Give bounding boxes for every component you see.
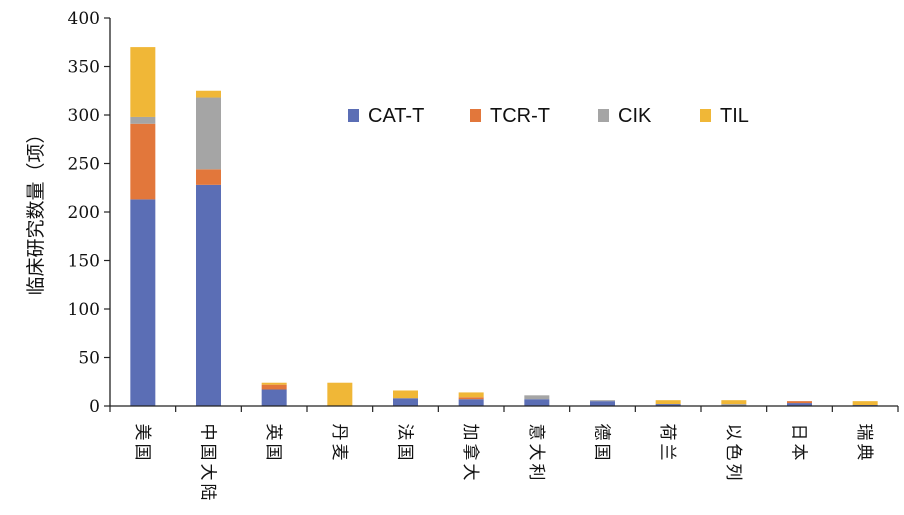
bar-segment-tcr-t bbox=[196, 169, 221, 185]
x-category-char: 典 bbox=[854, 444, 874, 461]
x-category-char: 大 bbox=[460, 464, 480, 481]
x-category-label: 丹麦 bbox=[329, 424, 349, 461]
x-category-char: 中 bbox=[198, 424, 218, 441]
x-category-char: 以 bbox=[723, 424, 743, 441]
y-axis-label: 临床研究数量（项） bbox=[25, 124, 47, 295]
bar-segment-cik bbox=[196, 97, 221, 170]
x-category-char: 麦 bbox=[329, 444, 349, 461]
y-tick-label: 250 bbox=[68, 155, 100, 175]
x-category-char: 大 bbox=[198, 464, 218, 481]
axes-layer: 050100150200250300350400美国中国大陆英国丹麦法国加拿大意… bbox=[68, 9, 899, 501]
bar-segment-cik bbox=[590, 400, 615, 402]
x-category-char: 加 bbox=[460, 424, 480, 441]
x-category-label: 美国 bbox=[132, 424, 152, 461]
bar-segment-tcr-t bbox=[458, 397, 484, 400]
legend-label-til: TIL bbox=[720, 105, 749, 127]
x-category-char: 日 bbox=[789, 424, 809, 441]
bar-segment-cat-t bbox=[261, 389, 287, 406]
x-category-label: 瑞典 bbox=[854, 424, 874, 461]
bar-segment-cat-t bbox=[130, 199, 156, 406]
y-tick-label: 350 bbox=[68, 58, 100, 78]
bar-segment-tcr-t bbox=[787, 401, 812, 404]
legend-swatch-cik bbox=[598, 109, 609, 122]
x-category-char: 列 bbox=[723, 464, 743, 481]
y-tick-label: 400 bbox=[68, 9, 100, 29]
x-category-char: 本 bbox=[789, 444, 809, 461]
bar-segment-til bbox=[261, 382, 287, 385]
legend-label-cat-t: CAT-T bbox=[368, 105, 424, 127]
bar-segment-cat-t bbox=[524, 399, 550, 406]
x-category-char: 兰 bbox=[657, 444, 677, 461]
x-category-label: 以色列 bbox=[723, 424, 743, 481]
bar-segment-cik bbox=[524, 395, 550, 400]
bar-segment-til bbox=[852, 401, 878, 406]
x-category-char: 丹 bbox=[329, 424, 349, 441]
x-category-char: 瑞 bbox=[854, 424, 874, 441]
x-category-char: 大 bbox=[526, 444, 546, 461]
x-category-char: 美 bbox=[132, 424, 152, 441]
x-category-char: 荷 bbox=[657, 424, 677, 441]
legend-swatch-til bbox=[700, 109, 711, 122]
bar-segment-til bbox=[458, 392, 484, 398]
x-category-char: 陆 bbox=[198, 484, 218, 501]
x-category-char: 国 bbox=[592, 444, 612, 461]
bar-segment-tcr-t bbox=[261, 384, 287, 390]
legend-label-tcr-t: TCR-T bbox=[490, 105, 550, 127]
x-category-char: 德 bbox=[592, 424, 612, 441]
bar-segment-cat-t bbox=[458, 399, 484, 406]
x-category-char: 意 bbox=[526, 424, 546, 441]
bar-segment-til bbox=[721, 400, 747, 405]
bar-segment-cat-t bbox=[787, 403, 812, 406]
legend-swatch-tcr-t bbox=[470, 109, 481, 122]
x-category-char: 国 bbox=[263, 444, 283, 461]
legend-swatch-cat-t bbox=[348, 109, 359, 122]
x-category-char: 拿 bbox=[460, 444, 481, 461]
x-category-label: 英国 bbox=[263, 424, 283, 461]
y-tick-label: 100 bbox=[68, 300, 100, 320]
bar-segment-cik bbox=[721, 404, 747, 406]
bar-segment-cat-t bbox=[655, 404, 681, 406]
x-category-label: 加拿大 bbox=[460, 424, 481, 481]
x-category-char: 国 bbox=[198, 444, 218, 461]
bar-segment-til bbox=[196, 90, 221, 98]
y-tick-label: 0 bbox=[89, 397, 100, 417]
bar-segment-til bbox=[130, 47, 156, 117]
x-category-char: 利 bbox=[526, 464, 546, 481]
bar-segment-cat-t bbox=[196, 184, 221, 406]
bar-segment-til bbox=[393, 390, 418, 399]
x-category-label: 德国 bbox=[592, 424, 612, 461]
legend: CAT-T TCR-T CIK TIL bbox=[348, 105, 749, 127]
x-category-char: 英 bbox=[263, 424, 283, 441]
y-tick-label: 300 bbox=[68, 106, 100, 126]
x-category-label: 法国 bbox=[395, 424, 415, 461]
y-tick-label: 50 bbox=[78, 349, 100, 369]
x-category-label: 荷兰 bbox=[657, 424, 677, 461]
legend-label-cik: CIK bbox=[618, 105, 652, 127]
bar-segment-tcr-t bbox=[130, 123, 156, 200]
x-category-label: 意大利 bbox=[526, 424, 546, 481]
x-category-label: 日本 bbox=[789, 424, 809, 461]
bars-layer bbox=[130, 47, 878, 406]
x-category-char: 法 bbox=[395, 424, 415, 441]
y-tick-label: 200 bbox=[68, 203, 100, 223]
x-category-char: 国 bbox=[395, 444, 415, 461]
bar-segment-til bbox=[327, 382, 353, 406]
bar-segment-cat-t bbox=[393, 398, 418, 406]
x-category-char: 色 bbox=[723, 444, 743, 461]
y-tick-label: 150 bbox=[68, 252, 100, 272]
bar-segment-cat-t bbox=[590, 401, 615, 406]
x-category-char: 国 bbox=[132, 444, 152, 461]
bar-segment-cik bbox=[130, 116, 156, 124]
bar-segment-til bbox=[655, 400, 681, 405]
